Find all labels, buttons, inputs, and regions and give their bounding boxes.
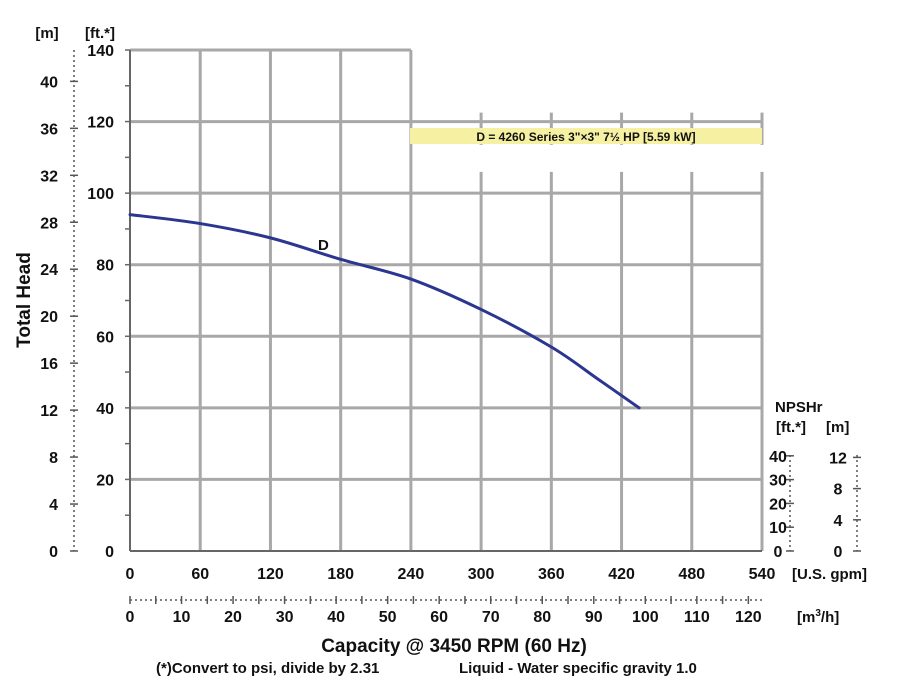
x-m3h-tick-100: 100 (632, 609, 659, 626)
axes (70, 49, 861, 604)
x-gpm-tick-540: 540 (749, 566, 776, 583)
series-line-d (128, 213, 641, 410)
npsh-ft-tick-10: 10 (769, 520, 787, 537)
npsh-ft-tick-40: 40 (769, 449, 787, 466)
y-ft-tick-100: 100 (87, 186, 114, 203)
npsh-units-m: [m] (826, 419, 849, 436)
x-m3h-tick-60: 60 (430, 609, 448, 626)
x-gpm-tick-300: 300 (468, 566, 495, 583)
y-ft-tick-140: 140 (87, 43, 114, 60)
npsh-title: NPSHr (775, 399, 823, 416)
m3h-unit-label: [m3/h] (797, 608, 839, 626)
left-units-ft: [ft.*] (85, 25, 115, 42)
y-m-tick-28: 28 (40, 215, 58, 232)
npsh-m-tick-12: 12 (829, 450, 847, 467)
y-m-tick-16: 16 (40, 356, 58, 373)
x-gpm-tick-0: 0 (126, 566, 135, 583)
npsh-ft-tick-20: 20 (769, 496, 787, 513)
x-gpm-tick-240: 240 (398, 566, 425, 583)
y-m-tick-20: 20 (40, 309, 58, 326)
x-m3h-tick-10: 10 (173, 609, 191, 626)
x-gpm-tick-60: 60 (191, 566, 209, 583)
x-m3h-tick-50: 50 (379, 609, 397, 626)
x-m3h-tick-40: 40 (327, 609, 345, 626)
npsh-m-tick-4: 4 (834, 513, 843, 530)
left-units-m: [m] (35, 25, 58, 42)
x-gpm-tick-180: 180 (327, 566, 354, 583)
x-gpm-tick-120: 120 (257, 566, 284, 583)
y-m-tick-12: 12 (40, 403, 58, 420)
legend-box (410, 128, 762, 144)
y-m-tick-40: 40 (40, 74, 58, 91)
x-m3h-tick-30: 30 (276, 609, 294, 626)
y-m-tick-36: 36 (40, 121, 58, 138)
x-gpm-tick-420: 420 (608, 566, 635, 583)
y-m-tick-8: 8 (49, 450, 58, 467)
x-m3h-tick-120: 120 (735, 609, 762, 626)
x-gpm-tick-360: 360 (538, 566, 565, 583)
x-axis-label: Capacity @ 3450 RPM (60 Hz) (321, 636, 587, 657)
curve-label-d: D (318, 237, 329, 254)
npsh-units-ft: [ft.*] (776, 419, 806, 436)
npsh-ft-tick-0: 0 (774, 544, 783, 561)
x-m3h-tick-0: 0 (126, 609, 135, 626)
x-gpm-tick-480: 480 (678, 566, 705, 583)
npsh-m-tick-8: 8 (834, 482, 843, 499)
y-ft-tick-60: 60 (96, 329, 114, 346)
y-ft-tick-120: 120 (87, 115, 114, 132)
y-ft-tick-80: 80 (96, 258, 114, 275)
y-axis-label: Total Head (14, 252, 35, 348)
x-m3h-tick-80: 80 (533, 609, 551, 626)
npsh-ft-tick-30: 30 (769, 473, 787, 490)
npsh-m-tick-0: 0 (834, 544, 843, 561)
y-ft-tick-20: 20 (96, 472, 114, 489)
grid (130, 48, 764, 551)
x-m3h-tick-110: 110 (684, 609, 710, 626)
y-ft-tick-40: 40 (96, 401, 114, 418)
series (128, 213, 641, 410)
y-m-tick-24: 24 (40, 262, 58, 279)
footnote-left: (*)Convert to psi, divide by 2.31 (156, 660, 379, 677)
legend-text: D = 4260 Series 3"×3" 7½ HP [5.59 kW] (476, 130, 695, 144)
x-m3h-tick-90: 90 (585, 609, 603, 626)
y-m-tick-4: 4 (49, 497, 58, 514)
x-m3h-tick-70: 70 (482, 609, 500, 626)
gpm-unit-label: [U.S. gpm] (792, 566, 867, 583)
y-m-tick-32: 32 (40, 168, 58, 185)
y-ft-tick-0: 0 (105, 544, 114, 561)
x-m3h-tick-20: 20 (224, 609, 242, 626)
y-m-tick-0: 0 (49, 544, 58, 561)
footnote-right: Liquid - Water specific gravity 1.0 (459, 660, 697, 677)
